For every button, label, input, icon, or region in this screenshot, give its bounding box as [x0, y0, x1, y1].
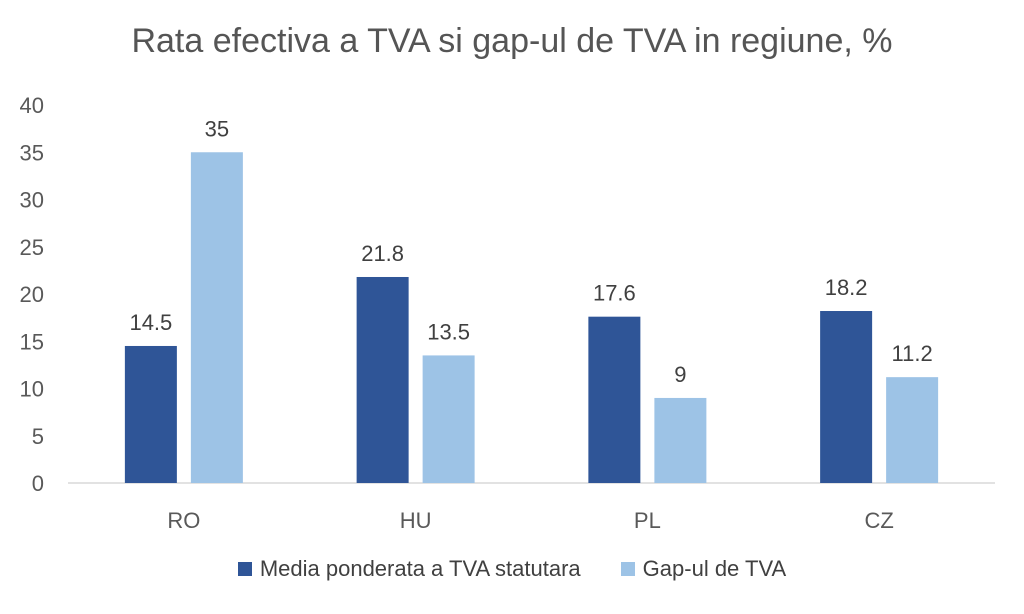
data-label: 35: [205, 116, 229, 141]
y-tick-label: 10: [20, 377, 44, 402]
data-label: 17.6: [593, 281, 636, 306]
legend-item-series-2: Gap-ul de TVA: [620, 556, 787, 582]
bar: [356, 276, 409, 483]
x-tick-label: CZ: [864, 508, 893, 533]
y-tick-label: 30: [20, 188, 44, 213]
y-tick-label: 15: [20, 329, 44, 354]
y-tick-label: 25: [20, 235, 44, 260]
legend: Media ponderata a TVA statutara Gap-ul d…: [0, 556, 1024, 582]
legend-swatch-series-1: [237, 562, 252, 576]
data-label: 21.8: [361, 241, 404, 266]
legend-label-series-1: Media ponderata a TVA statutara: [259, 556, 581, 581]
bar: [190, 152, 243, 483]
bar: [588, 316, 641, 483]
y-tick-label: 0: [32, 471, 44, 496]
bar: [886, 377, 939, 483]
legend-swatch-series-2: [620, 562, 635, 576]
bar: [820, 311, 873, 483]
bar: [654, 397, 707, 483]
x-tick-label: RO: [167, 508, 200, 533]
y-tick-label: 5: [32, 424, 44, 449]
chart-title: Rata efectiva a TVA si gap-ul de TVA in …: [131, 22, 893, 60]
x-tick-label: PL: [634, 508, 661, 533]
legend-item-series-1: Media ponderata a TVA statutara: [237, 556, 581, 582]
y-tick-label: 40: [20, 93, 44, 118]
data-label: 18.2: [825, 275, 868, 300]
legend-label-series-2: Gap-ul de TVA: [642, 556, 787, 581]
data-label: 13.5: [427, 319, 470, 344]
y-tick-label: 20: [20, 282, 44, 307]
y-tick-label: 35: [20, 140, 44, 165]
data-label: 14.5: [129, 310, 172, 335]
data-label: 11.2: [892, 341, 933, 366]
x-tick-label: HU: [400, 508, 432, 533]
data-label: 9: [674, 362, 686, 387]
bar: [422, 355, 475, 483]
bar: [124, 345, 177, 483]
